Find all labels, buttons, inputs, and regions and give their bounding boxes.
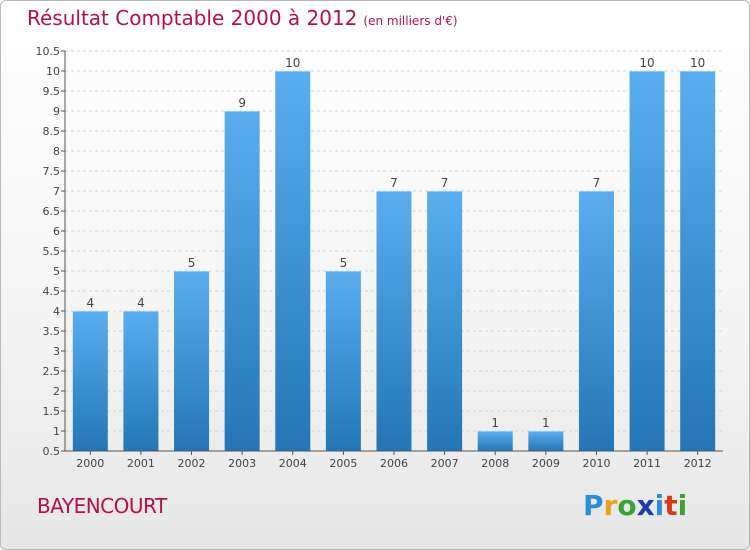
chart-title: Résultat Comptable 2000 à 2012 (en millie… (27, 6, 458, 30)
commune-name: BAYENCOURT (37, 494, 167, 518)
y-tick-label: 2 (53, 385, 60, 398)
data-label-2011: 10 (639, 56, 654, 70)
proxiti-logo: Proxiti (583, 489, 688, 522)
x-tick-label-2007: 2007 (431, 457, 459, 470)
y-tick-label: 9.5 (43, 85, 61, 98)
x-tick-label-2005: 2005 (329, 457, 357, 470)
data-label-2009: 1 (542, 416, 550, 430)
bar-2007 (427, 191, 463, 451)
data-label-2005: 5 (340, 256, 348, 270)
chart-title-text: Résultat Comptable 2000 à 2012 (27, 6, 358, 30)
bar-2009 (528, 431, 564, 451)
x-tick-label-2011: 2011 (633, 457, 661, 470)
x-tick-label-2012: 2012 (684, 457, 712, 470)
data-label-2010: 7 (593, 176, 601, 190)
data-label-2008: 1 (491, 416, 499, 430)
y-tick-label: 6.5 (43, 205, 61, 218)
y-tick-label: 5 (53, 265, 60, 278)
y-tick-label: 6 (53, 225, 60, 238)
bar-2012 (680, 71, 716, 451)
bar-2003 (224, 111, 260, 451)
axis-layer: 0.5 1 1.5 2 2.5 3 3.5 4 4.5 5 5.5 6 6.5 7 7.5 8 8.5 9 9.5 1… (36, 45, 723, 470)
data-label-2002: 5 (188, 256, 196, 270)
x-tick-label-2004: 2004 (279, 457, 307, 470)
x-tick-label-2009: 2009 (532, 457, 560, 470)
x-tick-label-2000: 2000 (76, 457, 104, 470)
y-tick-label: 0.5 (43, 445, 61, 458)
y-tick-label: 7 (53, 185, 60, 198)
x-tick-label-2001: 2001 (127, 457, 155, 470)
y-tick-label: 8.5 (43, 125, 61, 138)
data-label-2001: 4 (137, 296, 145, 310)
bar-2004 (275, 71, 311, 451)
data-label-2003: 9 (238, 96, 246, 110)
x-tick-label-2003: 2003 (228, 457, 256, 470)
bar-layer: 4 4 5 9 10 5 7 7 1 1 7 10 10 (72, 56, 716, 451)
y-tick-label: 4 (53, 305, 60, 318)
bar-2001 (123, 311, 159, 451)
y-tick-label: 10.5 (36, 45, 61, 58)
bar-2002 (174, 271, 210, 451)
bar-2005 (325, 271, 361, 451)
y-tick-label: 7.5 (43, 165, 61, 178)
y-tick-label: 3 (53, 345, 60, 358)
bar-2008 (477, 431, 513, 451)
data-label-2012: 10 (690, 56, 705, 70)
y-tick-label: 1 (53, 425, 60, 438)
data-label-2000: 4 (86, 296, 94, 310)
data-label-2007: 7 (441, 176, 449, 190)
x-tick-label-2008: 2008 (481, 457, 509, 470)
y-tick-label: 9 (53, 105, 60, 118)
data-label-2006: 7 (390, 176, 398, 190)
y-tick-label: 8 (53, 145, 60, 158)
x-tick-label-2010: 2010 (582, 457, 610, 470)
bar-2010 (578, 191, 614, 451)
y-tick-label: 3.5 (43, 325, 61, 338)
x-tick-label-2006: 2006 (380, 457, 408, 470)
bar-2011 (629, 71, 665, 451)
bar-2000 (72, 311, 108, 451)
y-tick-label: 1.5 (43, 405, 61, 418)
bar-2006 (376, 191, 412, 451)
y-tick-label: 10 (46, 65, 60, 78)
data-label-2004: 10 (285, 56, 300, 70)
chart-unit-label: (en milliers d'€) (363, 14, 458, 28)
y-tick-label: 4.5 (43, 285, 61, 298)
y-tick-label: 5.5 (43, 245, 61, 258)
y-tick-label: 2.5 (43, 365, 61, 378)
x-tick-label-2002: 2002 (178, 457, 206, 470)
